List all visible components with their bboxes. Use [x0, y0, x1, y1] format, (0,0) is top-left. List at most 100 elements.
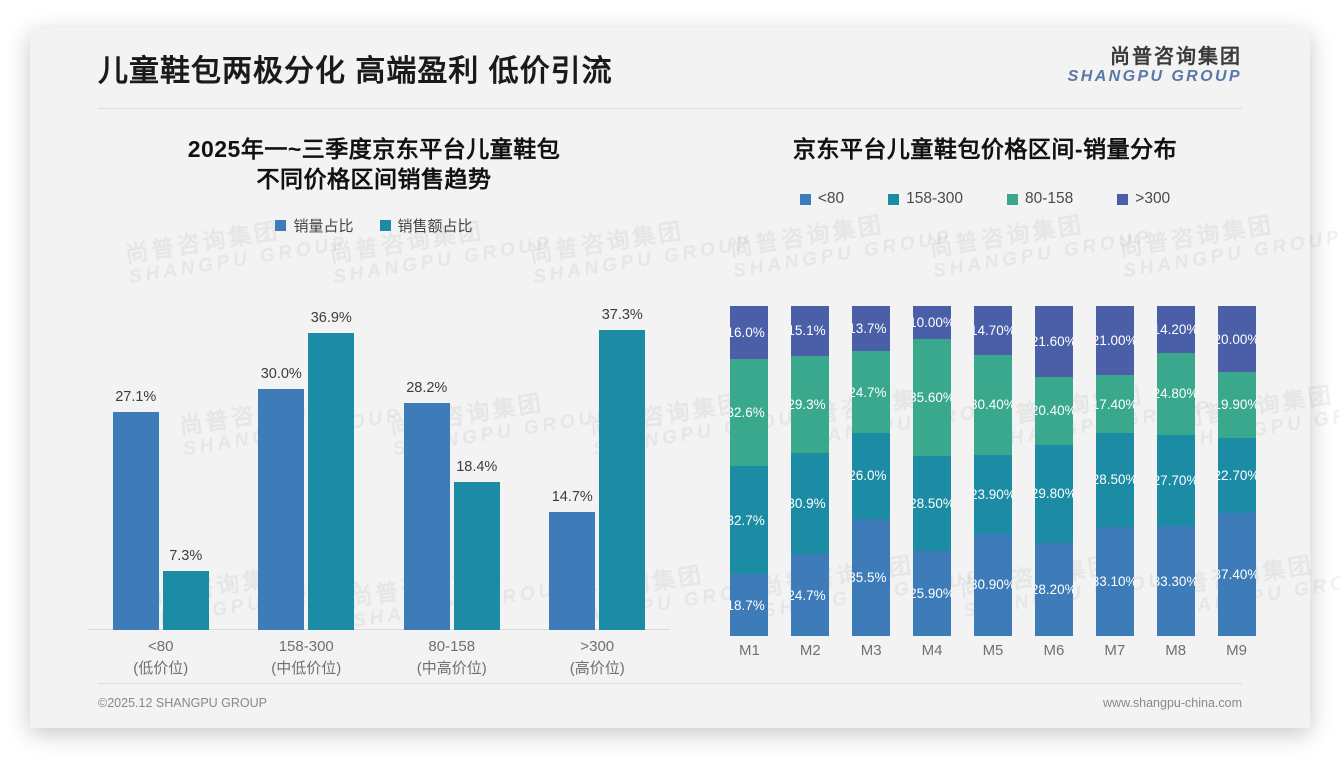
- x-axis-label: M5: [982, 642, 1004, 659]
- x-axis-label: M6: [1043, 642, 1065, 659]
- bar-group: 28.2% 18.4%: [379, 292, 525, 630]
- legend-swatch-icon: [1117, 193, 1129, 205]
- bar-column: [258, 388, 305, 630]
- stacked-bar-column[interactable]: 14.70% 30.40% 23.90% 30.90%: [974, 306, 1012, 637]
- legend-item-300[interactable]: >300: [1117, 190, 1170, 208]
- stack-segment-label: 15.1%: [791, 323, 826, 339]
- stack-segment: 28.50%: [913, 456, 952, 551]
- x-axis-label: <80 (低价位): [88, 636, 234, 680]
- stack-segment: 32.7%: [730, 466, 769, 575]
- x-axis-label-sub: (中低价位): [271, 659, 342, 677]
- stack-segment: 28.50%: [1095, 432, 1134, 527]
- x-axis-labels-left: <80 (低价位) 158-300 (中低价位) 80-158 (中高价位) >300 (高价…: [88, 636, 670, 696]
- legend-item-revenue-share[interactable]: 销售额占比: [379, 215, 473, 236]
- header-divider: [98, 108, 1242, 109]
- stack-segment-label: 18.7%: [730, 597, 765, 613]
- chart-title-right: 京东平台儿童鞋包价格区间-销量分布: [792, 136, 1178, 162]
- chart-legend-right: <80 158-300 80-158 >300: [685, 190, 1285, 208]
- bar-value-label: 37.3%: [601, 306, 643, 323]
- stacked-bar-column[interactable]: 21.60% 20.40% 29.80% 28.20%: [1034, 306, 1073, 636]
- stacked-bar-column[interactable]: 13.7% 24.7% 26.0% 35.5%: [852, 306, 891, 636]
- chart-title-left-line1: 2025年一~三季度京东平台儿童鞋包: [187, 136, 561, 162]
- stack-segment: 33.10%: [1095, 526, 1134, 636]
- stack-segment: 26.0%: [852, 432, 891, 519]
- stack-segment: 35.60%: [913, 339, 952, 457]
- bar-value-label: 30.0%: [260, 365, 302, 382]
- bar-column: [403, 403, 450, 630]
- stacked-bar-plot-area: 16.0% 32.6% 32.7% 18.7% 15.1% 29.3% 30.9% 24.7%…: [719, 306, 1267, 637]
- stacked-bar-column[interactable]: 20.00% 19.90% 22.70% 37.40%: [1217, 306, 1256, 636]
- stack-segment: 17.40%: [1095, 375, 1134, 433]
- legend-label: 销量占比: [293, 217, 354, 235]
- bar-group: 27.1% 7.3%: [88, 292, 234, 630]
- bar-value-label: 14.7%: [551, 488, 593, 505]
- x-axis-label-main: 158-300: [278, 638, 334, 655]
- stack-segment-label: 24.7%: [852, 384, 887, 400]
- stack-segment-label: 28.50%: [1096, 472, 1134, 488]
- stack-segment-label: 16.0%: [730, 324, 765, 340]
- stack-segment-label: 24.80%: [1157, 386, 1195, 402]
- legend-item-80_158[interactable]: 80-158: [1007, 190, 1073, 208]
- legend-label: 158-300: [906, 190, 963, 208]
- x-axis-label: 80-158 (中高价位): [379, 636, 525, 680]
- x-axis-label-main: <80: [148, 638, 174, 655]
- x-axis-label: M7: [1104, 642, 1126, 659]
- stack-segment-label: 29.80%: [1035, 486, 1073, 502]
- bar-column: [112, 411, 159, 630]
- legend-label: 销售额占比: [397, 217, 473, 235]
- stacked-bar-column[interactable]: 16.0% 32.6% 32.7% 18.7%: [730, 306, 769, 636]
- legend-swatch-icon: [379, 219, 391, 231]
- x-axis-labels-right: M1 M2 M3 M4 M5 M6 M7 M8 M9: [719, 642, 1267, 672]
- bar-column: [599, 329, 646, 630]
- stack-segment: 15.1%: [791, 306, 830, 356]
- stacked-bar-column[interactable]: 15.1% 29.3% 30.9% 24.7%: [791, 306, 830, 636]
- x-axis-label: >300 (高价位): [525, 636, 671, 680]
- legend-swatch-icon: [1007, 193, 1018, 205]
- x-axis-label-main: 80-158: [428, 638, 476, 655]
- legend-label: 80-158: [1025, 190, 1074, 208]
- x-axis-label: M3: [860, 642, 882, 659]
- stack-segment: 14.20%: [1156, 306, 1195, 353]
- legend-item-80[interactable]: <80: [799, 190, 844, 208]
- chart-legend-left: 销量占比 销售额占比: [70, 215, 678, 236]
- stack-segment-label: 35.60%: [913, 390, 951, 406]
- page-title: 儿童鞋包两极分化 高端盈利 低价引流: [98, 55, 613, 88]
- x-axis-line-left: [88, 629, 670, 630]
- stack-segment-label: 10.00%: [913, 315, 951, 330]
- stacked-bar-column[interactable]: 10.00% 35.60% 28.50% 25.90%: [913, 306, 952, 636]
- stacked-bar-column[interactable]: 14.20% 24.80% 27.70% 33.30%: [1156, 306, 1195, 636]
- stack-segment-label: 14.70%: [974, 322, 1012, 338]
- stack-segment: 29.3%: [791, 355, 830, 453]
- legend-swatch-icon: [275, 219, 287, 231]
- stack-segment: 24.7%: [852, 351, 891, 433]
- stack-segment: 33.30%: [1156, 526, 1195, 636]
- footer-website: www.shangpu-china.com: [1103, 696, 1242, 710]
- chart-panel-sales-trend: 2025年一~三季度京东平台儿童鞋包 不同价格区间销售趋势 销量占比 销售额占比 …: [70, 120, 678, 700]
- stack-segment-label: 27.70%: [1157, 472, 1195, 488]
- grouped-bar-plot-area: 27.1% 7.3% 30.0% 36.9% 28.2% 18.4% 14.7% 37.3%: [88, 292, 670, 630]
- stack-segment: 21.60%: [1034, 306, 1073, 378]
- legend-item-volume-share[interactable]: 销量占比: [275, 215, 354, 236]
- legend-item-158_300[interactable]: 158-300: [888, 190, 963, 208]
- stacked-bar-column[interactable]: 21.00% 17.40% 28.50% 33.10%: [1095, 306, 1134, 636]
- stack-segment: 25.90%: [913, 550, 952, 636]
- legend-swatch-icon: [888, 193, 900, 205]
- slide-header: 儿童鞋包两极分化 高端盈利 低价引流 尚普咨询集团 SHANGPU GROUP: [30, 28, 1310, 104]
- x-axis-label-sub: (中高价位): [416, 659, 487, 677]
- stack-segment: 24.80%: [1156, 352, 1195, 435]
- legend-swatch-icon: [799, 193, 811, 205]
- stack-segment: 22.70%: [1217, 437, 1256, 513]
- stack-segment-label: 21.00%: [1096, 333, 1134, 349]
- stack-segment-label: 33.10%: [1096, 573, 1134, 589]
- stack-segment: 20.00%: [1217, 306, 1256, 372]
- footer-divider: [98, 683, 1242, 684]
- bar-column: [549, 511, 596, 630]
- stack-segment-label: 32.7%: [730, 512, 765, 528]
- stack-segment: 27.70%: [1156, 434, 1195, 527]
- chart-title-left-line2: 不同价格区间销售趋势: [256, 166, 492, 193]
- legend-label: >300: [1135, 190, 1171, 208]
- bar-value-label: 28.2%: [406, 380, 448, 397]
- x-axis-label: M8: [1165, 642, 1187, 659]
- x-axis-label-sub: (低价位): [133, 659, 189, 677]
- stack-segment: 23.90%: [974, 454, 1012, 534]
